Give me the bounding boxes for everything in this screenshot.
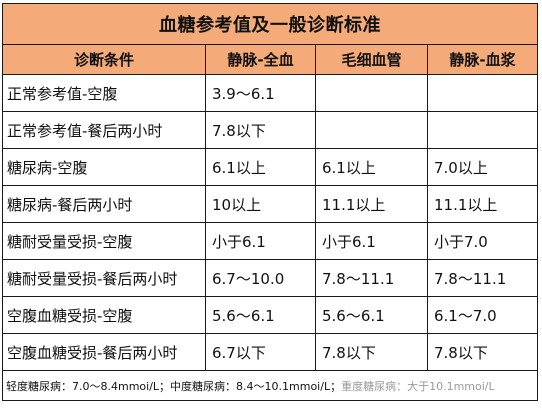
table-row: 糖尿病-空腹 6.1以上 6.1以上 7.0以上 <box>2 148 538 186</box>
capillary-cell: 5.6～6.1 <box>315 296 428 334</box>
table-title: 血糖参考值及一般诊断标准 <box>2 3 538 45</box>
venous-plasma-cell: 6.1～7.0 <box>427 296 538 334</box>
header-venous-plasma: 静脉-血浆 <box>427 44 538 75</box>
header-venous-whole-blood: 静脉-全血 <box>205 44 316 75</box>
header-condition: 诊断条件 <box>2 44 206 75</box>
venous-whole-cell: 6.7以下 <box>205 333 316 371</box>
table-row: 糖耐受量受损-餐后两小时 6.7～10.0 7.8～11.1 7.8～11.1 <box>2 259 538 297</box>
venous-plasma-cell: 11.1以上 <box>427 185 538 223</box>
capillary-cell <box>315 74 428 112</box>
condition-cell: 糖耐受量受损-餐后两小时 <box>2 259 206 297</box>
header-capillary: 毛细血管 <box>315 44 428 75</box>
condition-cell: 糖耐受量受损-空腹 <box>2 222 206 260</box>
capillary-cell: 小于6.1 <box>315 222 428 260</box>
condition-cell: 正常参考值-空腹 <box>2 74 206 112</box>
venous-plasma-cell: 7.8以下 <box>427 333 538 371</box>
condition-cell: 糖尿病-餐后两小时 <box>2 185 206 223</box>
table-row: 空腹血糖受损-餐后两小时 6.7以下 7.8以下 7.8以下 <box>2 333 538 371</box>
venous-whole-cell: 5.6～6.1 <box>205 296 316 334</box>
venous-plasma-cell: 7.8～11.1 <box>427 259 538 297</box>
table-row: 糖耐受量受损-空腹 小于6.1 小于6.1 小于7.0 <box>2 222 538 260</box>
capillary-cell <box>315 111 428 149</box>
condition-cell: 空腹血糖受损-餐后两小时 <box>2 333 206 371</box>
venous-whole-cell: 小于6.1 <box>205 222 316 260</box>
capillary-cell: 7.8～11.1 <box>315 259 428 297</box>
glucose-reference-sheet: 血糖参考值及一般诊断标准 诊断条件 静脉-全血 毛细血管 静脉-血浆 正常参考值… <box>2 3 538 411</box>
table-row: 正常参考值-空腹 3.9～6.1 <box>2 74 538 112</box>
footnote-row: 轻度糖尿病：7.0～8.4mmoi/L；中度糖尿病：8.4～10.1mmoi/L… <box>2 370 538 401</box>
venous-whole-cell: 6.7～10.0 <box>205 259 316 297</box>
footnote-tail: 重度糖尿病：大于10.1mmoi/L <box>341 379 495 393</box>
capillary-cell: 7.8以下 <box>315 333 428 371</box>
footnote: 轻度糖尿病：7.0～8.4mmoi/L；中度糖尿病：8.4～10.1mmoi/L… <box>2 370 538 401</box>
table-row: 糖尿病-餐后两小时 10以上 11.1以上 11.1以上 <box>2 185 538 223</box>
venous-plasma-cell: 7.0以上 <box>427 148 538 186</box>
table-row: 空腹血糖受损-空腹 5.6～6.1 5.6～6.1 6.1～7.0 <box>2 296 538 334</box>
header-row: 诊断条件 静脉-全血 毛细血管 静脉-血浆 <box>2 44 538 75</box>
condition-cell: 正常参考值-餐后两小时 <box>2 111 206 149</box>
venous-whole-cell: 6.1以上 <box>205 148 316 186</box>
venous-plasma-cell <box>427 74 538 112</box>
title-row: 血糖参考值及一般诊断标准 <box>2 3 538 45</box>
venous-plasma-cell: 小于7.0 <box>427 222 538 260</box>
capillary-cell: 6.1以上 <box>315 148 428 186</box>
venous-whole-cell: 3.9～6.1 <box>205 74 316 112</box>
condition-cell: 空腹血糖受损-空腹 <box>2 296 206 334</box>
condition-cell: 糖尿病-空腹 <box>2 148 206 186</box>
glucose-reference-table: 血糖参考值及一般诊断标准 诊断条件 静脉-全血 毛细血管 静脉-血浆 正常参考值… <box>2 3 538 401</box>
table-row: 正常参考值-餐后两小时 7.8以下 <box>2 111 538 149</box>
venous-plasma-cell <box>427 111 538 149</box>
venous-whole-cell: 7.8以下 <box>205 111 316 149</box>
footnote-text: 轻度糖尿病：7.0～8.4mmoi/L；中度糖尿病：8.4～10.1mmoi/L… <box>6 379 342 393</box>
venous-whole-cell: 10以上 <box>205 185 316 223</box>
capillary-cell: 11.1以上 <box>315 185 428 223</box>
